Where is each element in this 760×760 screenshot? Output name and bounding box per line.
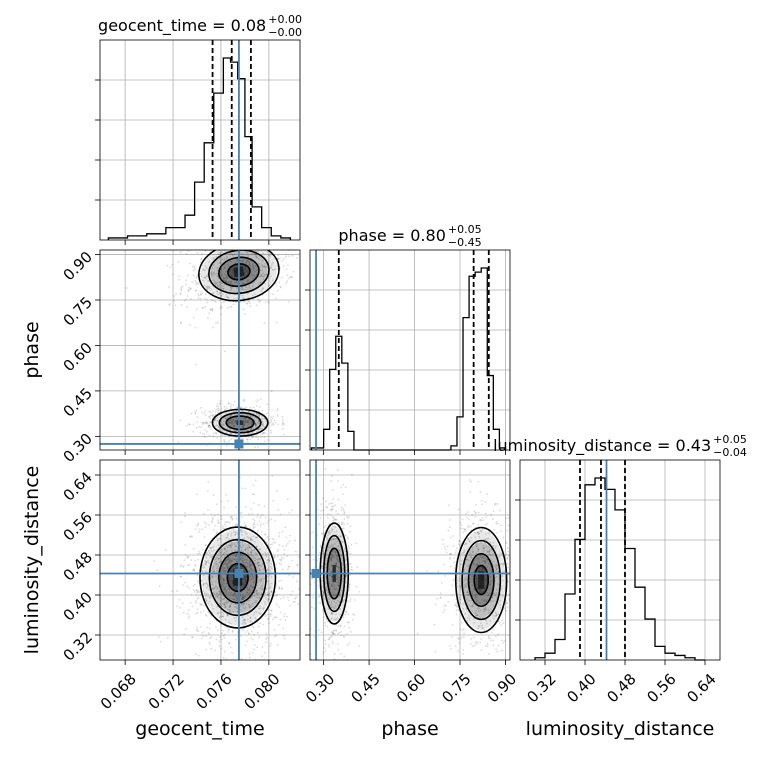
contour bbox=[454, 526, 508, 634]
panel-frame bbox=[309, 459, 511, 661]
hist-panel-luminosity_distance: 0.32 0.40 0.48 0.56 0.64 bbox=[515, 459, 721, 706]
panel-title-luminosity_distance: luminosity_distance = 0.43 +0.05−0.04 bbox=[493, 433, 747, 459]
histogram-luminosity_distance bbox=[534, 477, 705, 661]
x-tick-label: 0.90 bbox=[484, 670, 520, 706]
contour bbox=[473, 564, 490, 596]
histogram-geocent_time bbox=[107, 57, 292, 240]
truth-marker bbox=[234, 439, 244, 449]
x-axis-label-luminosity_distance: luminosity_distance bbox=[526, 718, 715, 740]
x-tick-label: 0.56 bbox=[643, 670, 679, 706]
truth-marker bbox=[234, 569, 244, 578]
title-text: phase = 0.80 bbox=[338, 226, 445, 245]
contour bbox=[208, 250, 270, 295]
x-tick-label: 0.45 bbox=[347, 670, 383, 706]
x-tick-label: 0.75 bbox=[438, 670, 474, 706]
histogram-phase bbox=[310, 267, 507, 451]
contour bbox=[226, 562, 249, 593]
scatter-content bbox=[100, 250, 300, 450]
y-tick-label: 0.64 bbox=[60, 468, 96, 504]
x-tick-label: 0.072 bbox=[145, 670, 188, 713]
y-tick-label: 0.75 bbox=[60, 293, 96, 329]
contour bbox=[199, 526, 277, 629]
contour bbox=[211, 408, 269, 437]
x-tick-label: 0.068 bbox=[97, 670, 140, 713]
title-text: luminosity_distance = 0.43 bbox=[493, 436, 711, 456]
scatter-panel-geocent_time-phase: 0.30 0.45 0.60 0.75 0.90 bbox=[60, 248, 301, 466]
x-tick-label: 0.32 bbox=[523, 670, 559, 706]
contour bbox=[467, 552, 495, 608]
panel-title-phase: phase = 0.80 +0.05−0.45 bbox=[338, 223, 481, 249]
density-peak bbox=[478, 571, 485, 589]
y-tick-label: 0.90 bbox=[60, 248, 96, 284]
y-tick-label: 0.45 bbox=[60, 384, 96, 420]
x-tick-label: 0.076 bbox=[193, 670, 236, 713]
x-axis-label-phase: phase bbox=[381, 718, 438, 740]
contour bbox=[198, 250, 280, 302]
scatter-panel-phase-luminosity_distance: 0.30 0.45 0.60 0.75 0.90 bbox=[302, 459, 520, 706]
panel-frame bbox=[309, 249, 511, 451]
y-tick-label: 0.40 bbox=[60, 588, 96, 624]
title-text: geocent_time = 0.08 bbox=[98, 16, 266, 36]
contour bbox=[461, 539, 502, 621]
y-axis-label-phase: phase bbox=[21, 321, 43, 378]
y-tick-label: 0.56 bbox=[60, 508, 96, 544]
contour bbox=[218, 411, 262, 434]
title-minus: −0.04 bbox=[713, 446, 747, 459]
y-axis-label-luminosity_distance: luminosity_distance bbox=[21, 466, 43, 655]
density-peak bbox=[236, 420, 244, 425]
x-tick-label: 0.40 bbox=[563, 670, 599, 706]
title-plus: +0.00 bbox=[268, 13, 302, 26]
hist-panel-phase bbox=[305, 249, 511, 455]
title-plus: +0.05 bbox=[713, 433, 747, 446]
title-minus: −0.00 bbox=[268, 26, 302, 39]
contour bbox=[218, 551, 258, 604]
hist-panel-geocent_time bbox=[95, 39, 301, 245]
x-tick-label: 0.64 bbox=[683, 670, 719, 706]
scatter-content bbox=[100, 460, 300, 660]
x-axis-label-geocent_time: geocent_time bbox=[135, 718, 264, 740]
y-tick-label: 0.60 bbox=[60, 339, 96, 375]
panel-frame bbox=[519, 459, 721, 661]
y-tick-label: 0.30 bbox=[60, 430, 96, 466]
scatter-panel-geocent_time-luminosity_distance: 0.068 0.072 0.076 0.080 0.32 0.40 0.48 0.56 0.64 bbox=[60, 459, 301, 713]
contour bbox=[225, 415, 255, 431]
truth-marker bbox=[311, 569, 321, 578]
title-minus: −0.45 bbox=[448, 236, 482, 249]
y-tick-label: 0.32 bbox=[60, 628, 96, 664]
contour bbox=[208, 538, 267, 617]
panel-frame bbox=[99, 39, 301, 241]
x-tick-label: 0.080 bbox=[241, 670, 284, 713]
panel-frame bbox=[99, 249, 301, 451]
title-plus: +0.05 bbox=[448, 223, 482, 236]
x-tick-label: 0.48 bbox=[603, 670, 639, 706]
contour bbox=[218, 256, 260, 288]
contour bbox=[227, 263, 251, 281]
x-tick-label: 0.30 bbox=[302, 670, 338, 706]
x-tick-label: 0.60 bbox=[393, 670, 429, 706]
scatter-content bbox=[310, 460, 510, 660]
panel-title-geocent_time: geocent_time = 0.08 +0.00−0.00 bbox=[98, 13, 302, 39]
y-tick-label: 0.48 bbox=[60, 548, 96, 584]
panel-frame bbox=[99, 459, 301, 661]
